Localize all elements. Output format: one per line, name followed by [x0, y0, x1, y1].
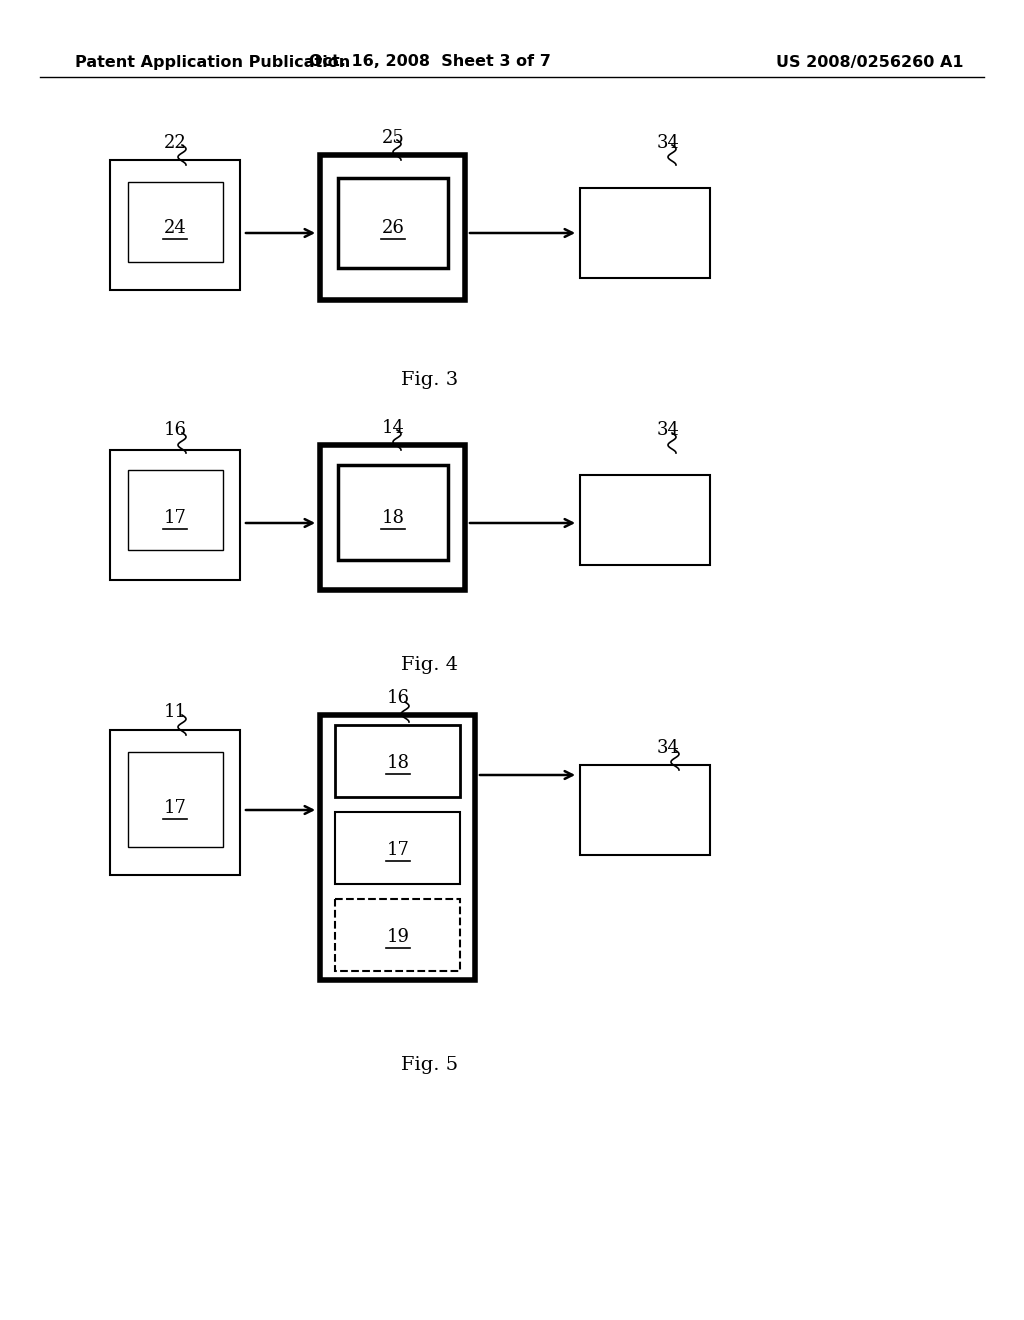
Text: 34: 34 [656, 135, 680, 152]
Text: 17: 17 [387, 841, 410, 859]
Text: 11: 11 [164, 704, 186, 721]
Bar [335, 812, 460, 884]
Bar [580, 187, 710, 279]
Bar [338, 465, 449, 560]
Bar [580, 766, 710, 855]
Bar [335, 899, 460, 972]
Text: 19: 19 [386, 928, 410, 946]
Bar [110, 160, 240, 290]
Text: 26: 26 [382, 219, 404, 238]
Text: 24: 24 [164, 219, 186, 238]
Text: 17: 17 [164, 799, 186, 817]
Bar [319, 154, 465, 300]
Bar [128, 470, 223, 550]
Text: 16: 16 [164, 421, 186, 440]
Text: 18: 18 [386, 754, 410, 772]
Text: 14: 14 [382, 418, 404, 437]
Bar [319, 445, 465, 590]
Text: US 2008/0256260 A1: US 2008/0256260 A1 [776, 54, 964, 70]
Bar [319, 715, 475, 979]
Text: 18: 18 [382, 510, 404, 527]
Bar [110, 450, 240, 579]
Text: Patent Application Publication: Patent Application Publication [75, 54, 350, 70]
Bar [110, 730, 240, 875]
Text: 17: 17 [164, 510, 186, 527]
Bar [128, 752, 223, 847]
Text: Fig. 5: Fig. 5 [401, 1056, 459, 1074]
Text: Fig. 4: Fig. 4 [401, 656, 459, 675]
Bar [128, 182, 223, 261]
Text: 22: 22 [164, 135, 186, 152]
Text: 34: 34 [656, 739, 680, 756]
Text: 16: 16 [386, 689, 410, 708]
Text: 25: 25 [382, 129, 404, 147]
Bar [335, 725, 460, 797]
Text: 34: 34 [656, 421, 680, 440]
Bar [580, 475, 710, 565]
Bar [338, 178, 449, 268]
Text: Oct. 16, 2008  Sheet 3 of 7: Oct. 16, 2008 Sheet 3 of 7 [309, 54, 551, 70]
Text: Fig. 3: Fig. 3 [401, 371, 459, 389]
